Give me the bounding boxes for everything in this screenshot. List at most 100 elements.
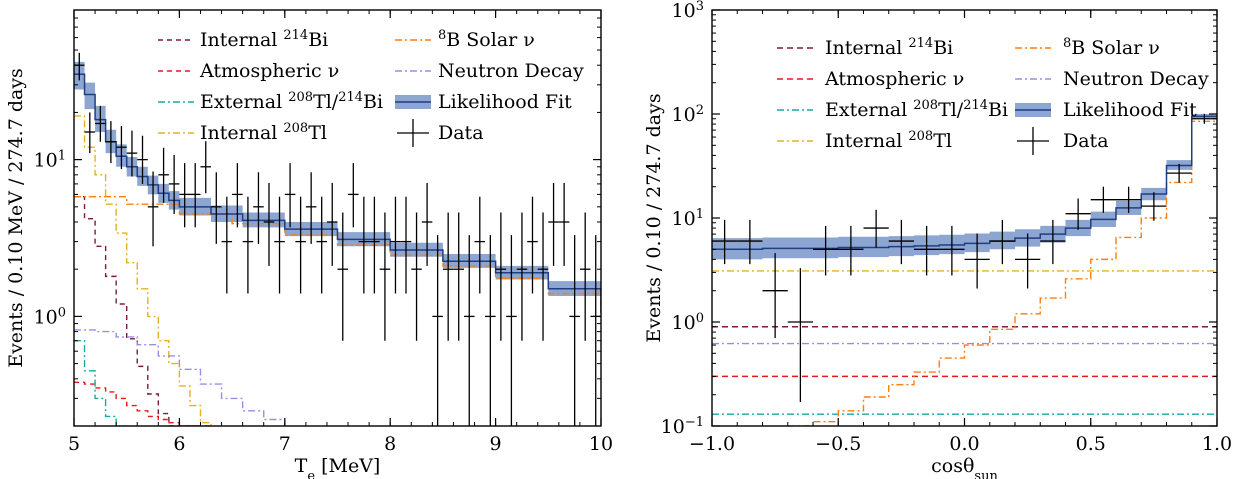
legend-entry: Atmospheric ν <box>777 68 964 90</box>
legend-entry: Internal 208Tl <box>158 121 327 145</box>
data-point <box>495 212 507 341</box>
y-tick-label: 101 <box>672 207 704 231</box>
legend-label: Neutron Decay <box>438 60 584 82</box>
plot-area <box>74 52 601 426</box>
data-point <box>888 219 914 265</box>
data-point <box>179 163 190 228</box>
legend-entry: 8B Solar ν <box>395 28 535 52</box>
data-point <box>558 182 570 266</box>
legend-entry: Neutron Decay <box>1015 68 1209 90</box>
data-point <box>762 253 788 339</box>
legend-entry: Neutron Decay <box>395 60 584 82</box>
y-tick-label: 100 <box>672 311 704 335</box>
data-point <box>200 141 212 194</box>
series-line-4 <box>787 120 1217 426</box>
data-point <box>474 196 486 294</box>
x-tick-label: 7 <box>279 433 291 455</box>
data-point <box>284 163 296 228</box>
data-point <box>569 235 580 426</box>
x-tick-label: 6 <box>173 433 185 455</box>
data-point <box>590 235 601 426</box>
data-point <box>400 196 412 294</box>
data-point <box>787 268 813 403</box>
data-point <box>1090 186 1116 213</box>
x-tick-label: −1.0 <box>689 433 735 455</box>
chart-panel-2: −1.0 −0.5 0.0 0.5 1.0 10−1 100 101 102 103 cosθsun… <box>643 0 1232 479</box>
data-point <box>1040 219 1066 265</box>
data-point <box>305 172 317 244</box>
data-point <box>463 235 475 426</box>
y-tick-label: 100 <box>34 305 66 329</box>
data-point <box>964 233 990 289</box>
data-point <box>95 105 106 142</box>
data-point <box>390 196 401 294</box>
data-point <box>105 121 117 164</box>
data-point <box>147 171 159 247</box>
data-point <box>326 182 338 266</box>
data-point <box>516 212 528 341</box>
data-point <box>1065 198 1091 230</box>
x-tick-label: 9 <box>490 433 502 455</box>
legend-label: External 208Tl/214Bi <box>200 90 383 114</box>
legend-label: Internal 208Tl <box>200 121 327 145</box>
data-point <box>337 212 349 341</box>
legend-entry: Internal 208Tl <box>777 129 952 153</box>
legend-label: Likelihood Fit <box>1063 99 1197 121</box>
series-line-5 <box>74 329 286 426</box>
data-point <box>1116 186 1142 213</box>
data-point <box>242 196 254 294</box>
data-point <box>548 182 559 266</box>
data-point <box>527 196 538 294</box>
data-point <box>137 135 148 184</box>
data-point <box>211 172 222 244</box>
data-point <box>84 112 96 154</box>
legend-label: Neutron Decay <box>1063 68 1209 90</box>
legend-label: Atmospheric ν <box>199 60 339 82</box>
data-point <box>379 212 391 341</box>
legend-label: Internal 214Bi <box>200 28 328 52</box>
legend-entry: 8B Solar ν <box>1015 36 1160 59</box>
y-tick-label: 10−1 <box>661 415 704 439</box>
x-tick-label: 8 <box>384 433 396 455</box>
data-point <box>432 235 443 426</box>
data-point <box>126 130 138 177</box>
data-point <box>506 235 517 426</box>
legend-entry: External 208Tl/214Bi <box>777 98 1008 122</box>
x-tick-label: −0.5 <box>815 433 861 455</box>
legend-label: Internal 208Tl <box>825 129 952 153</box>
legend-entry: Data <box>1017 127 1109 155</box>
data-point <box>914 225 940 276</box>
y-axis-label: Events / 0.10 MeV / 274.7 days <box>5 68 27 368</box>
x-axis-label: Te [MeV] <box>295 455 381 479</box>
x-tick-label: 5 <box>68 433 80 455</box>
x-tick-label: 1.0 <box>1202 433 1232 455</box>
data-point <box>168 155 180 214</box>
data-point <box>485 235 496 426</box>
legend-entry: Data <box>397 119 484 147</box>
data-point <box>263 182 275 266</box>
data-point <box>939 225 965 276</box>
legend-label: Data <box>438 122 484 144</box>
legend: Internal 214Bi Atmospheric ν External 208T… <box>158 28 584 147</box>
data-point <box>838 225 864 276</box>
legend-entry: Atmospheric ν <box>158 60 339 82</box>
data-point <box>232 163 243 228</box>
x-tick-label: 0.0 <box>949 433 979 455</box>
data-point <box>411 212 422 341</box>
data-point <box>1191 113 1217 124</box>
y-axis-label: Events / 0.10 / 274.7 days <box>643 93 665 342</box>
data-point <box>1166 163 1192 183</box>
data-point <box>453 212 464 341</box>
series-line-3 <box>74 115 212 426</box>
data-point <box>221 196 233 294</box>
legend-label: 8B Solar ν <box>438 28 535 52</box>
legend-label: External 208Tl/214Bi <box>825 98 1008 122</box>
x-tick-label: 10 <box>589 433 613 455</box>
legend-label: Data <box>1063 130 1109 152</box>
legend-entry: External 208Tl/214Bi <box>158 90 383 114</box>
data-point <box>316 196 327 294</box>
legend: Internal 214Bi Atmospheric ν External 208T… <box>777 36 1209 155</box>
y-tick-label: 102 <box>672 103 704 127</box>
data-point <box>579 212 591 341</box>
